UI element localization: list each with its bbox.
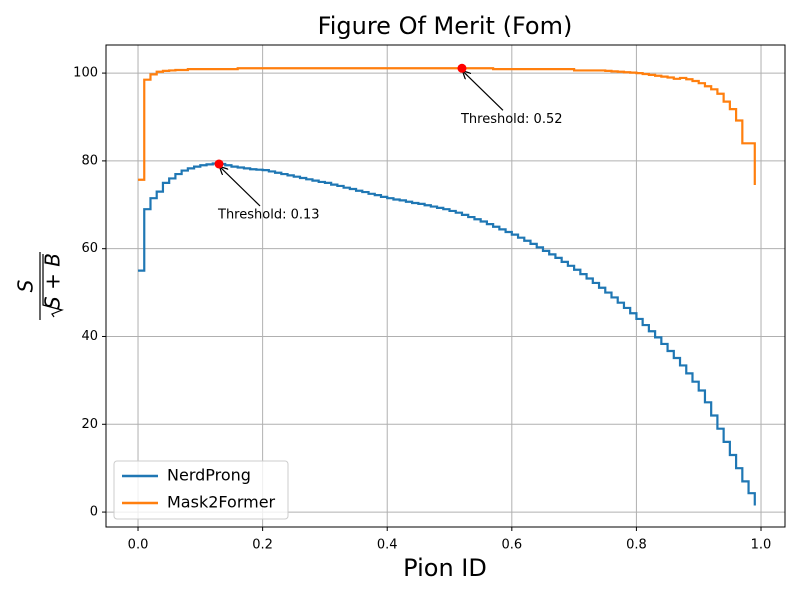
y-tick-label: 80 xyxy=(81,153,98,168)
threshold-point xyxy=(214,159,224,169)
x-axis-label: Pion ID xyxy=(403,554,487,582)
annotation-label: Threshold: 0.13 xyxy=(217,207,320,222)
y-label-denominator: S + B xyxy=(41,253,65,309)
step-line xyxy=(138,67,756,186)
y-tick-label: 40 xyxy=(81,329,98,344)
y-label-numerator: S xyxy=(14,279,38,292)
chart-title: Figure Of Merit (Fom) xyxy=(318,12,573,40)
y-tick-label: 0 xyxy=(90,505,98,520)
y-tick-label: 20 xyxy=(81,417,98,432)
y-axis-label: S S + B xyxy=(14,252,65,320)
x-tick-label: 0.6 xyxy=(501,538,522,553)
x-tick-label: 1.0 xyxy=(751,538,772,553)
annotation-label: Threshold: 0.52 xyxy=(460,112,563,127)
x-tick-label: 0.8 xyxy=(626,538,647,553)
x-tick-label: 0.0 xyxy=(128,538,149,553)
legend-label: Mask2Former xyxy=(167,493,276,512)
threshold-point xyxy=(457,63,467,73)
legend: NerdProng Mask2Former xyxy=(113,460,289,520)
radical-sign xyxy=(42,254,64,318)
legend-label: NerdProng xyxy=(167,466,251,485)
plot-frame xyxy=(105,44,786,528)
y-tick-label: 100 xyxy=(73,66,98,81)
step-line xyxy=(138,162,756,506)
x-tick-label: 0.2 xyxy=(252,538,273,553)
annotation-arrow xyxy=(463,71,504,111)
annotation-arrow xyxy=(220,167,261,207)
x-tick-label: 0.4 xyxy=(377,538,398,553)
y-tick-label: 60 xyxy=(81,241,98,256)
